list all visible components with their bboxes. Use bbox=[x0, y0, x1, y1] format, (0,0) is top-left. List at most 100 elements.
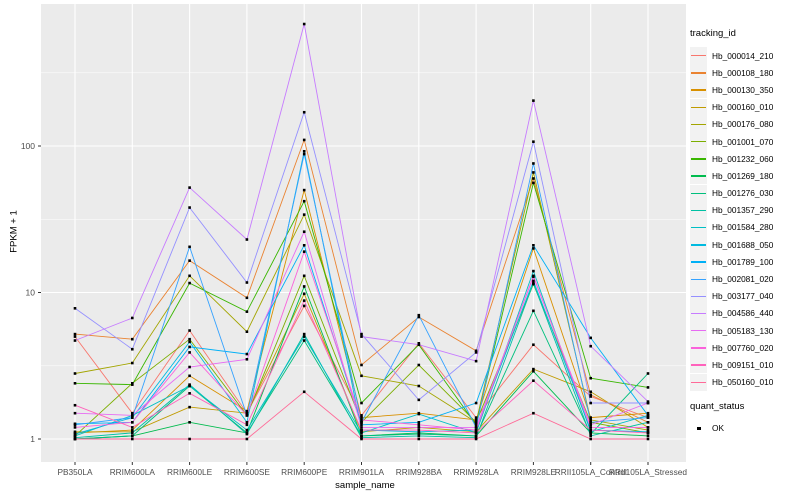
data-point bbox=[188, 206, 191, 209]
data-point bbox=[532, 309, 535, 313]
data-point bbox=[417, 428, 421, 432]
data-point bbox=[245, 281, 249, 284]
data-point bbox=[589, 344, 592, 348]
x-tick-label: RRIM600LE bbox=[167, 467, 213, 477]
data-point bbox=[131, 316, 134, 320]
x-tick-label: PB350LA bbox=[57, 467, 93, 477]
data-point bbox=[474, 359, 478, 363]
legend-item: Hb_005183_130 bbox=[690, 322, 798, 340]
legend-item: Hb_004586_440 bbox=[690, 304, 798, 322]
legend-key-line bbox=[691, 192, 706, 194]
data-point bbox=[646, 386, 650, 389]
data-point bbox=[417, 398, 421, 402]
legend-key-swatch bbox=[690, 150, 707, 168]
x-tick-label: RRIM600PE bbox=[281, 467, 328, 477]
data-point bbox=[474, 431, 478, 435]
data-point bbox=[302, 213, 306, 216]
data-point bbox=[245, 330, 249, 334]
data-point bbox=[188, 186, 191, 189]
data-point bbox=[532, 140, 535, 143]
legend-item: Hb_001001_070 bbox=[690, 133, 798, 151]
data-point bbox=[188, 437, 191, 441]
legend-key-line bbox=[691, 209, 706, 212]
data-point bbox=[245, 411, 249, 415]
x-tick-label: RRII105LA_Control bbox=[555, 467, 627, 477]
data-point bbox=[131, 428, 134, 432]
data-point bbox=[131, 426, 134, 429]
data-point bbox=[417, 421, 421, 424]
data-point bbox=[131, 381, 134, 385]
legend-item-label: Hb_003177_040 bbox=[712, 291, 774, 302]
legend-item-label: Hb_007760_020 bbox=[712, 342, 774, 353]
data-point bbox=[474, 437, 478, 441]
data-point bbox=[302, 390, 306, 394]
legend-key-swatch bbox=[690, 373, 707, 391]
legend-item: Hb_001357_290 bbox=[690, 201, 798, 219]
data-point bbox=[302, 188, 306, 192]
data-point bbox=[188, 405, 191, 409]
data-point bbox=[417, 343, 421, 347]
data-point bbox=[474, 416, 478, 419]
data-point bbox=[417, 434, 421, 438]
legend-item: Hb_001584_280 bbox=[690, 218, 798, 236]
data-point bbox=[188, 365, 191, 369]
legend-key-swatch bbox=[690, 98, 707, 116]
data-point bbox=[646, 431, 650, 435]
data-point bbox=[302, 299, 306, 302]
data-point bbox=[589, 434, 592, 438]
legend-key-swatch bbox=[690, 236, 707, 254]
legend-key-line bbox=[691, 158, 706, 160]
data-point bbox=[131, 421, 134, 424]
data-point bbox=[417, 384, 421, 388]
data-point bbox=[532, 99, 535, 102]
legend-key-line bbox=[691, 72, 706, 74]
quant-status-item: OK bbox=[690, 420, 798, 437]
data-point bbox=[589, 423, 592, 427]
data-point bbox=[589, 430, 592, 434]
data-point bbox=[188, 351, 191, 354]
data-point bbox=[188, 340, 191, 344]
data-point bbox=[131, 431, 134, 435]
legend-item: Hb_000130_350 bbox=[690, 81, 798, 99]
data-point bbox=[360, 416, 363, 419]
data-point bbox=[245, 296, 249, 300]
data-point bbox=[73, 332, 77, 336]
data-point bbox=[417, 412, 421, 416]
data-point bbox=[188, 274, 191, 278]
legend-key-swatch bbox=[690, 287, 707, 305]
data-point bbox=[73, 432, 77, 436]
data-point bbox=[532, 274, 535, 278]
data-point bbox=[302, 250, 306, 253]
data-point bbox=[646, 421, 650, 424]
data-point bbox=[245, 310, 249, 313]
legend-key-line bbox=[691, 89, 706, 91]
data-point bbox=[131, 337, 134, 341]
legend-item: Hb_000014_210 bbox=[690, 47, 798, 65]
data-point bbox=[532, 279, 535, 283]
legend-key-swatch bbox=[690, 270, 707, 288]
data-point bbox=[474, 421, 478, 424]
legend-key-line bbox=[691, 330, 706, 332]
data-point bbox=[532, 243, 535, 247]
data-point bbox=[532, 181, 535, 185]
legend-item-label: Hb_001584_280 bbox=[712, 222, 774, 233]
data-point bbox=[360, 363, 363, 367]
data-point bbox=[532, 367, 535, 371]
legend-key-line bbox=[691, 106, 706, 109]
data-point bbox=[474, 351, 478, 354]
legend-item: Hb_007760_020 bbox=[690, 339, 798, 357]
data-point bbox=[474, 434, 478, 438]
legend-key-line bbox=[691, 123, 706, 126]
legend-key-swatch bbox=[690, 253, 707, 271]
legend-key-line bbox=[691, 226, 706, 229]
legend-key-line bbox=[691, 347, 706, 349]
legend-key-swatch bbox=[690, 304, 707, 322]
data-point bbox=[532, 411, 535, 415]
legend-item-label: Hb_001688_050 bbox=[712, 239, 774, 250]
x-tick-label: RRIM600LA bbox=[110, 467, 156, 477]
legend-item: Hb_001276_030 bbox=[690, 184, 798, 202]
data-point bbox=[302, 152, 306, 156]
data-point bbox=[188, 329, 191, 332]
data-point bbox=[360, 374, 363, 378]
